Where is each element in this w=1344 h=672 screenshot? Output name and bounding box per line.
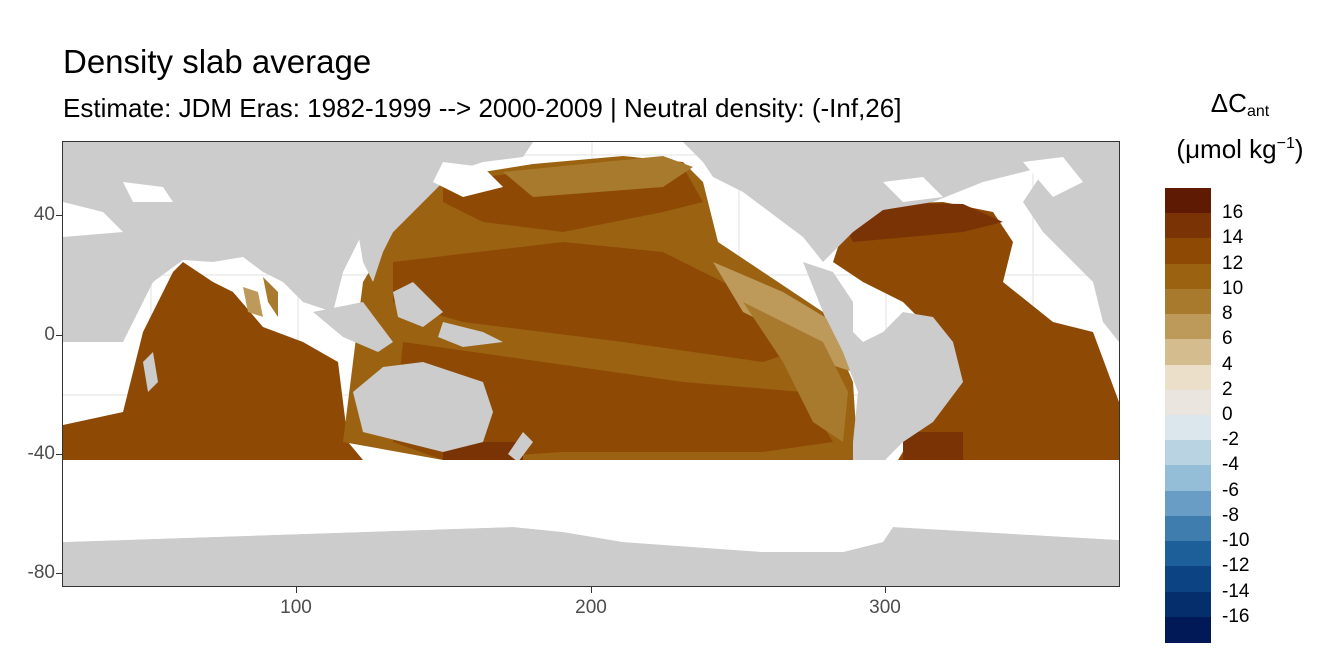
legend-symbol: ΔC — [1210, 88, 1247, 118]
x-tick-label: 100 — [280, 597, 312, 618]
x-tick-label: 200 — [575, 597, 607, 618]
legend-swatch — [1165, 238, 1211, 265]
y-tick-label: -40 — [27, 443, 55, 464]
legend-swatch — [1165, 389, 1211, 416]
legend-swatch — [1165, 591, 1211, 618]
map-panel — [62, 141, 1120, 587]
legend-unit-close: ) — [1294, 134, 1304, 164]
legend-swatch — [1165, 364, 1211, 391]
legend-swatch — [1165, 188, 1211, 214]
legend-label: -8 — [1222, 504, 1239, 526]
legend-swatch — [1165, 490, 1211, 517]
legend-colorbar — [1165, 188, 1211, 643]
legend-label: -6 — [1222, 479, 1239, 501]
ocean-map — [63, 142, 1119, 586]
legend-swatch — [1165, 339, 1211, 366]
legend-label: 12 — [1222, 252, 1244, 274]
ocean-fill — [63, 156, 1119, 460]
legend-swatch — [1165, 566, 1211, 593]
y-tick-mark — [56, 335, 62, 336]
legend-label: 14 — [1222, 227, 1244, 249]
legend-label: 4 — [1222, 353, 1233, 375]
legend-swatch — [1165, 465, 1211, 492]
y-tick-mark — [56, 573, 62, 574]
legend-label: 8 — [1222, 303, 1233, 325]
x-tick-label: 300 — [869, 597, 901, 618]
arabian-sea — [263, 277, 278, 317]
y-tick-label: -80 — [27, 562, 55, 583]
legend-label: 10 — [1222, 277, 1244, 299]
legend-swatch — [1165, 288, 1211, 315]
legend-label: -4 — [1222, 454, 1239, 476]
bay-of-bengal — [243, 287, 263, 317]
legend-title-symbol: ΔCant — [1160, 88, 1320, 121]
y-tick-label: 0 — [44, 324, 55, 345]
legend-swatch — [1165, 616, 1211, 643]
plot-title: Density slab average — [63, 43, 372, 80]
legend-title-unit: (μmol kg−1) — [1160, 134, 1320, 165]
legend-label: -14 — [1222, 580, 1250, 602]
plot-subtitle: Estimate: JDM Eras: 1982-1999 --> 2000-2… — [63, 93, 902, 123]
legend-swatch — [1165, 314, 1211, 341]
legend-label: -16 — [1222, 605, 1250, 627]
legend-symbol-subscript: ant — [1246, 103, 1270, 120]
masked-ocean — [63, 157, 1119, 552]
legend-unit-exponent: −1 — [1276, 135, 1295, 152]
y-tick-label: 40 — [33, 204, 55, 225]
legend-swatch — [1165, 515, 1211, 542]
legend-label: 0 — [1222, 404, 1233, 425]
x-tick-mark — [591, 587, 592, 593]
legend-label: 16 — [1222, 202, 1244, 224]
legend-label: -2 — [1222, 429, 1239, 451]
legend-label: 6 — [1222, 328, 1233, 350]
legend-label: 2 — [1222, 378, 1233, 400]
x-tick-mark — [885, 587, 886, 593]
legend-swatch — [1165, 541, 1211, 568]
y-tick-mark — [56, 215, 62, 216]
legend-swatch — [1165, 263, 1211, 290]
x-tick-mark — [296, 587, 297, 593]
legend-label: -10 — [1222, 530, 1250, 552]
legend-swatch — [1165, 415, 1211, 441]
legend-swatch — [1165, 440, 1211, 467]
legend-swatch — [1165, 213, 1211, 240]
y-tick-mark — [56, 454, 62, 455]
legend-unit-open: (μmol kg — [1176, 134, 1277, 164]
legend-label: -12 — [1222, 555, 1250, 577]
